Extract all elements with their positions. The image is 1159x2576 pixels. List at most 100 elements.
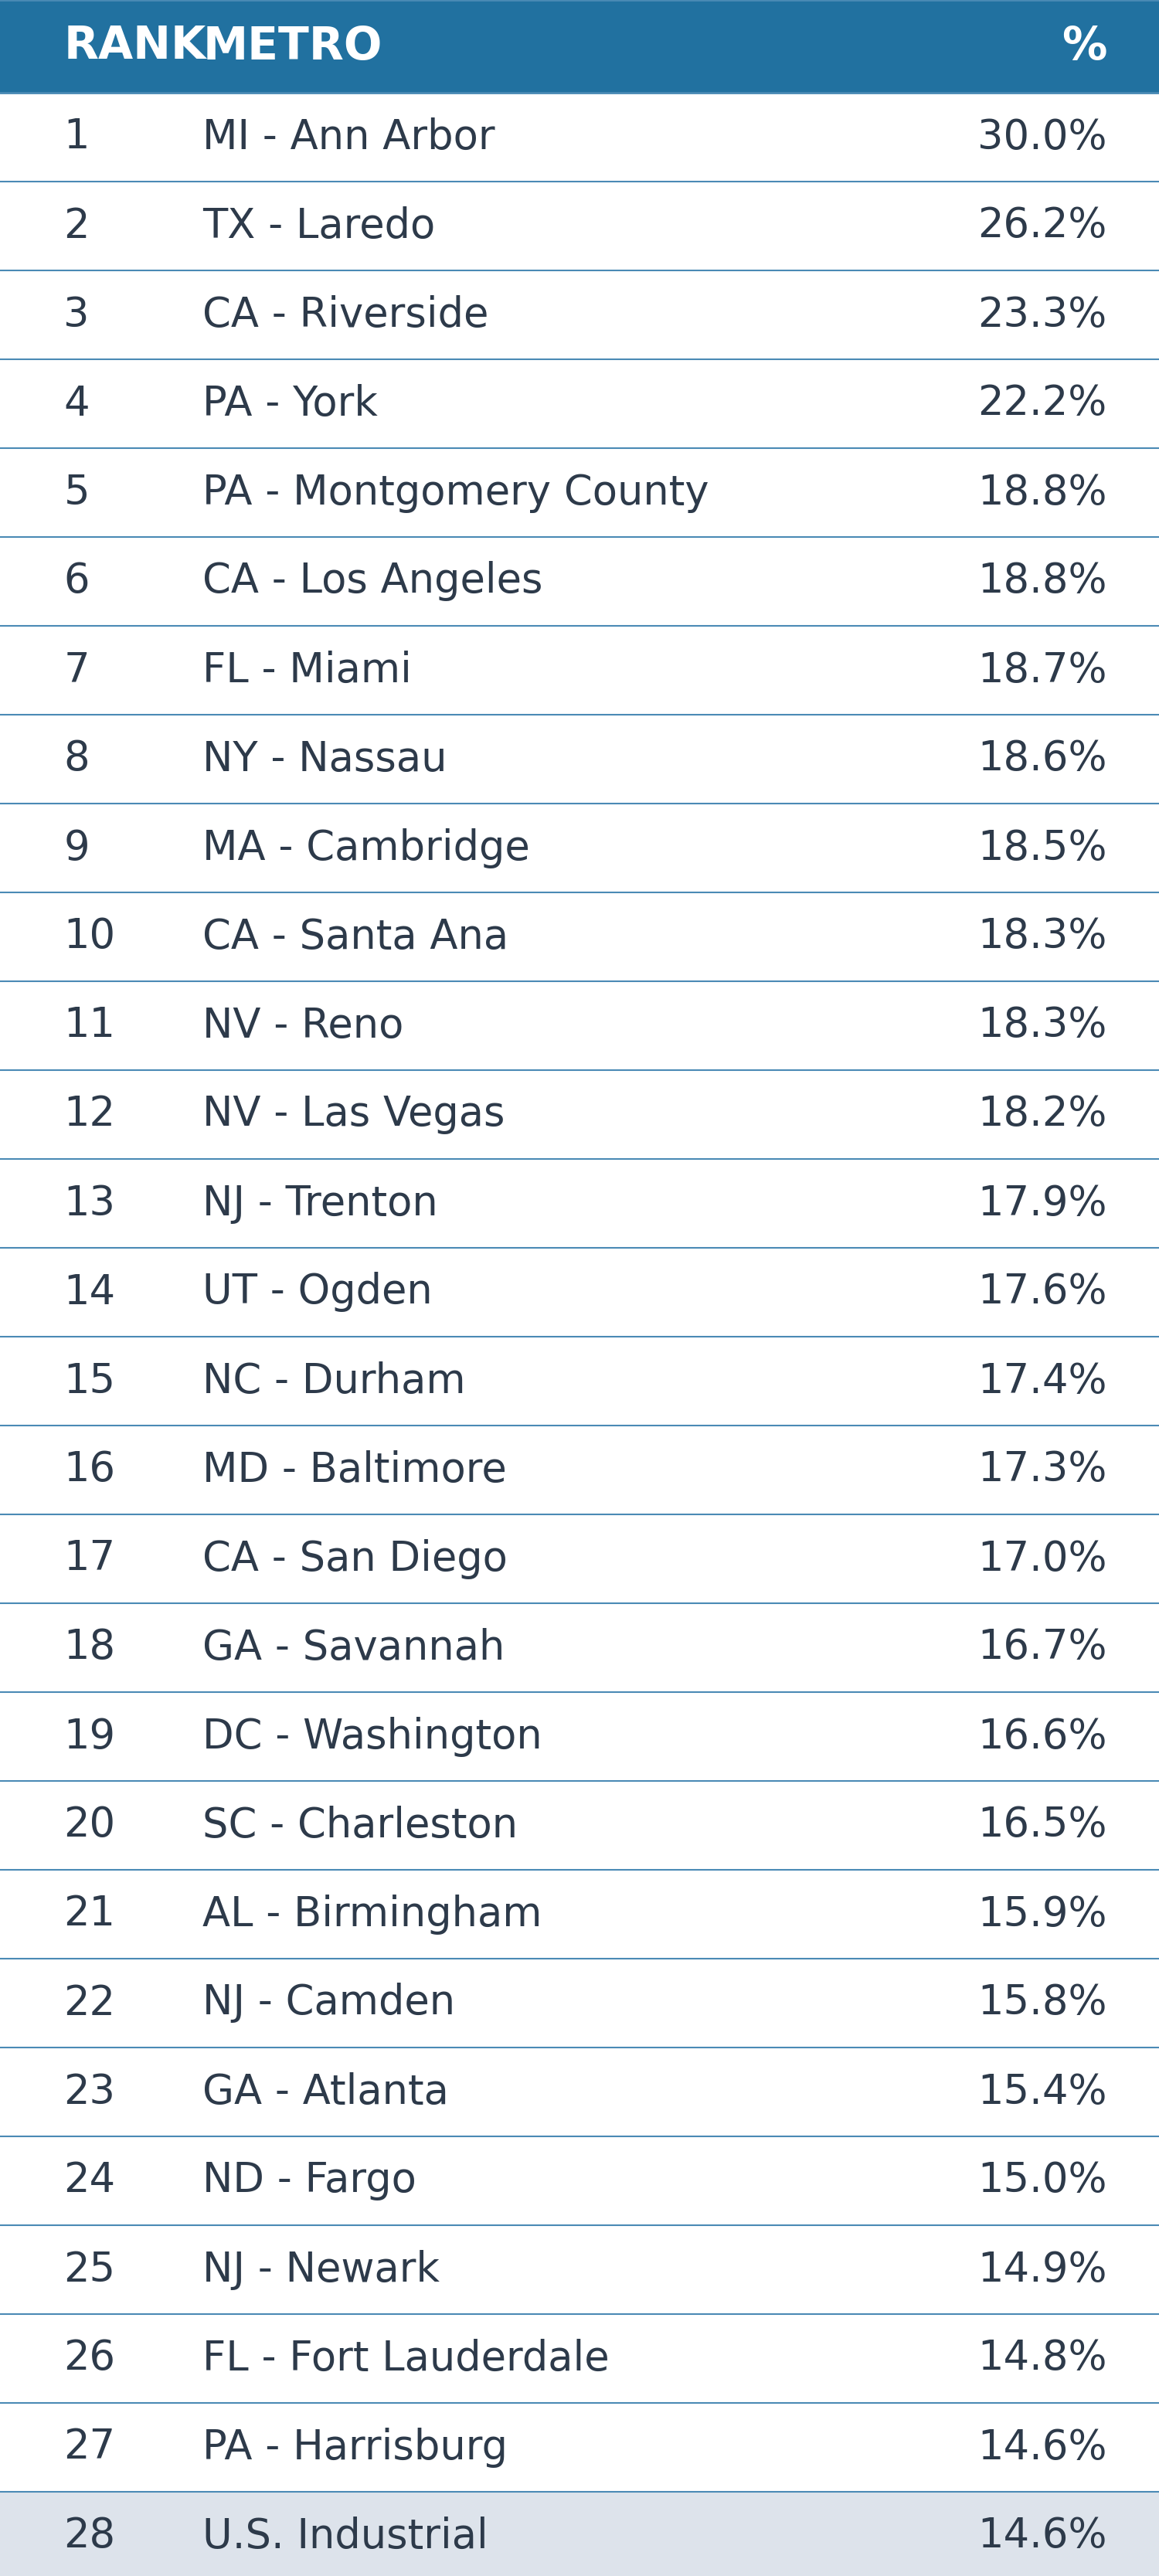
Bar — [0, 1870, 1159, 1958]
Bar — [0, 180, 1159, 270]
Bar — [0, 358, 1159, 448]
Text: 22: 22 — [64, 1984, 116, 2022]
Text: U.S. Industrial: U.S. Industrial — [203, 2517, 489, 2555]
Text: NV - Las Vegas: NV - Las Vegas — [203, 1095, 505, 1133]
Text: METRO: METRO — [203, 23, 382, 70]
Text: 18.2%: 18.2% — [977, 1095, 1107, 1133]
Text: 17.3%: 17.3% — [977, 1450, 1107, 1489]
Bar — [0, 1069, 1159, 1159]
Text: 19: 19 — [64, 1716, 116, 1757]
Text: 13: 13 — [64, 1182, 116, 1224]
Bar — [0, 448, 1159, 536]
Text: GA - Atlanta: GA - Atlanta — [203, 2071, 450, 2112]
Bar — [0, 1602, 1159, 1692]
Text: 16.5%: 16.5% — [977, 1806, 1107, 1844]
Text: PA - Harrisburg: PA - Harrisburg — [203, 2427, 508, 2468]
Text: NJ - Trenton: NJ - Trenton — [203, 1182, 438, 1224]
Text: 23.3%: 23.3% — [977, 294, 1107, 335]
Text: 17.9%: 17.9% — [977, 1182, 1107, 1224]
Text: 14.6%: 14.6% — [977, 2427, 1107, 2468]
Text: MA - Cambridge: MA - Cambridge — [203, 827, 530, 868]
Text: 18.7%: 18.7% — [977, 649, 1107, 690]
Text: GA - Savannah: GA - Savannah — [203, 1628, 505, 1667]
Text: 1: 1 — [64, 116, 89, 157]
Text: MI - Ann Arbor: MI - Ann Arbor — [203, 116, 495, 157]
Bar — [0, 2226, 1159, 2313]
Text: 14: 14 — [64, 1273, 116, 1311]
Bar — [0, 1958, 1159, 2048]
Text: 15.8%: 15.8% — [977, 1984, 1107, 2022]
Text: 20: 20 — [64, 1806, 116, 1844]
Text: PA - York: PA - York — [203, 384, 378, 425]
Bar — [0, 270, 1159, 358]
Bar — [0, 1515, 1159, 1602]
Text: DC - Washington: DC - Washington — [203, 1716, 542, 1757]
Text: 14.9%: 14.9% — [977, 2249, 1107, 2290]
Text: NC - Durham: NC - Durham — [203, 1360, 466, 1401]
Text: 18: 18 — [64, 1628, 116, 1667]
Bar — [0, 2136, 1159, 2226]
Text: FL - Miami: FL - Miami — [203, 649, 413, 690]
Text: CA - Riverside: CA - Riverside — [203, 294, 489, 335]
Text: 15: 15 — [64, 1360, 116, 1401]
Bar — [0, 804, 1159, 891]
Text: 3: 3 — [64, 294, 89, 335]
Bar — [0, 0, 1159, 93]
Text: 16.7%: 16.7% — [977, 1628, 1107, 1667]
Bar — [0, 1337, 1159, 1425]
Text: 24: 24 — [64, 2161, 116, 2200]
Bar — [0, 2403, 1159, 2491]
Bar — [0, 2491, 1159, 2576]
Text: 16.6%: 16.6% — [977, 1716, 1107, 1757]
Text: 23: 23 — [64, 2071, 116, 2112]
Text: %: % — [1062, 23, 1107, 70]
Bar — [0, 714, 1159, 804]
Text: ND - Fargo: ND - Fargo — [203, 2161, 417, 2200]
Bar — [0, 93, 1159, 180]
Text: 18.3%: 18.3% — [977, 917, 1107, 956]
Bar — [0, 1247, 1159, 1337]
Bar — [0, 626, 1159, 714]
Text: CA - San Diego: CA - San Diego — [203, 1538, 508, 1579]
Text: FL - Fort Lauderdale: FL - Fort Lauderdale — [203, 2339, 610, 2378]
Text: SC - Charleston: SC - Charleston — [203, 1806, 518, 1844]
Text: 22.2%: 22.2% — [977, 384, 1107, 425]
Text: MD - Baltimore: MD - Baltimore — [203, 1450, 508, 1489]
Bar — [0, 891, 1159, 981]
Text: 15.0%: 15.0% — [977, 2161, 1107, 2200]
Bar — [0, 1692, 1159, 1780]
Text: 17.0%: 17.0% — [977, 1538, 1107, 1579]
Text: UT - Ogden: UT - Ogden — [203, 1273, 433, 1311]
Text: 26.2%: 26.2% — [977, 206, 1107, 247]
Bar — [0, 536, 1159, 626]
Text: 2: 2 — [64, 206, 89, 247]
Text: AL - Birmingham: AL - Birmingham — [203, 1893, 542, 1935]
Text: 11: 11 — [64, 1005, 116, 1046]
Bar — [0, 2313, 1159, 2403]
Text: RANK: RANK — [64, 23, 206, 70]
Text: 28: 28 — [64, 2517, 116, 2555]
Text: 12: 12 — [64, 1095, 116, 1133]
Text: 17.6%: 17.6% — [977, 1273, 1107, 1311]
Text: 16: 16 — [64, 1450, 116, 1489]
Bar — [0, 1425, 1159, 1515]
Bar — [0, 2048, 1159, 2136]
Bar — [0, 1159, 1159, 1247]
Text: CA - Los Angeles: CA - Los Angeles — [203, 562, 544, 603]
Text: 15.4%: 15.4% — [977, 2071, 1107, 2112]
Text: 8: 8 — [64, 739, 89, 778]
Text: NJ - Newark: NJ - Newark — [203, 2249, 440, 2290]
Text: 26: 26 — [64, 2339, 116, 2378]
Text: 18.5%: 18.5% — [977, 827, 1107, 868]
Text: CA - Santa Ana: CA - Santa Ana — [203, 917, 509, 956]
Text: 17.4%: 17.4% — [977, 1360, 1107, 1401]
Text: 21: 21 — [64, 1893, 116, 1935]
Text: 27: 27 — [64, 2427, 116, 2468]
Text: 15.9%: 15.9% — [977, 1893, 1107, 1935]
Text: 4: 4 — [64, 384, 89, 425]
Text: 7: 7 — [64, 649, 89, 690]
Text: PA - Montgomery County: PA - Montgomery County — [203, 471, 709, 513]
Text: 17: 17 — [64, 1538, 116, 1579]
Text: 14.6%: 14.6% — [977, 2517, 1107, 2555]
Text: 5: 5 — [64, 471, 89, 513]
